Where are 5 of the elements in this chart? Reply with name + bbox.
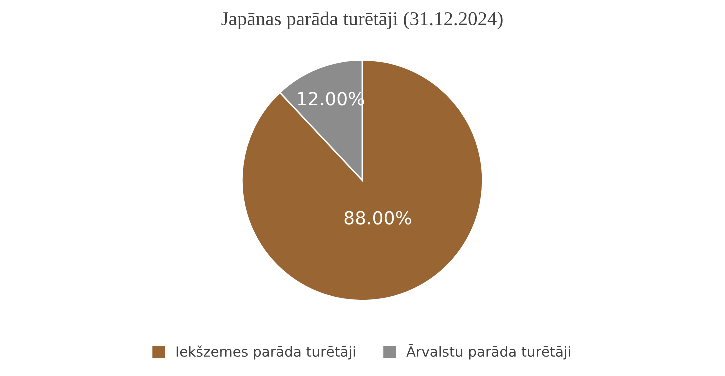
chart-title: Japānas parāda turētāji (31.12.2024) (222, 12, 503, 30)
pie-slice (241, 59, 484, 302)
legend-label: Iekšzemes parāda turētāji (176, 346, 356, 360)
data-label: 88.00% (344, 211, 412, 225)
legend-label: Ārvalstu parāda turētāji (406, 344, 570, 360)
